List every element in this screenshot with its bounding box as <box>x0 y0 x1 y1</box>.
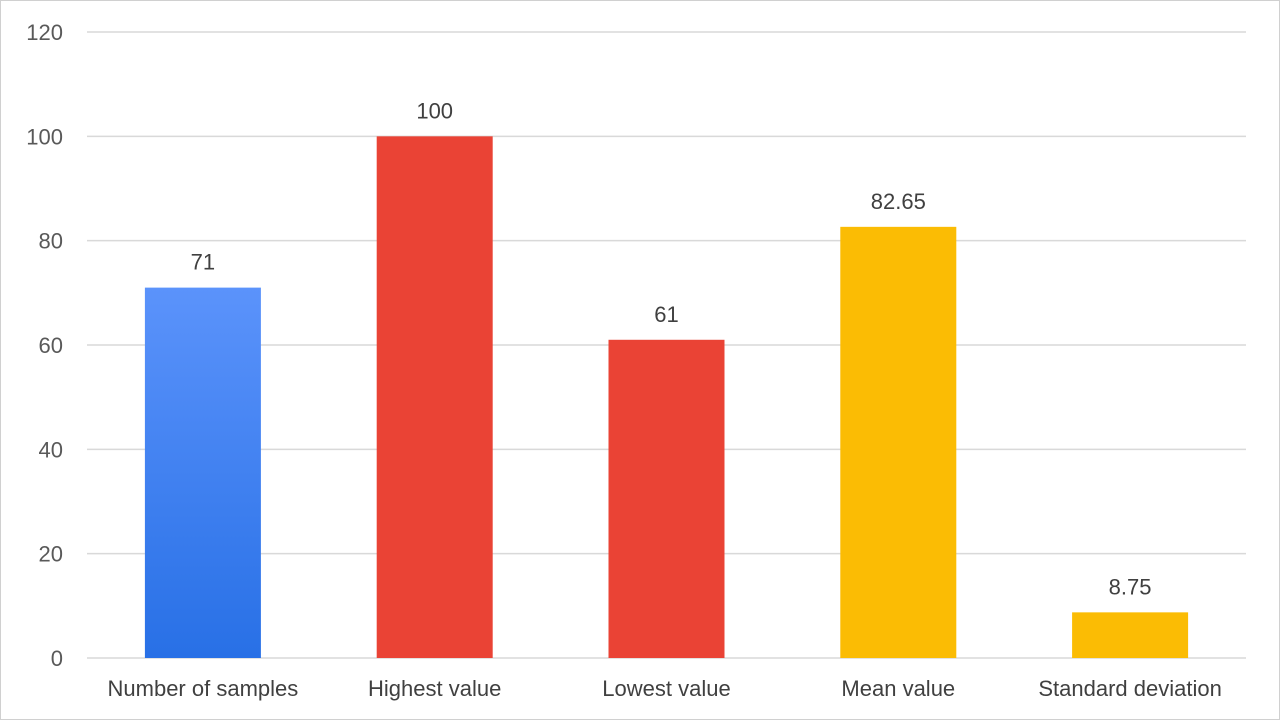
bar-number-of-samples <box>144 287 261 658</box>
x-category-label: Highest value <box>368 676 501 701</box>
y-axis-tick-labels: 0 20 40 60 80 100 120 <box>26 20 63 671</box>
x-category-label: Standard deviation <box>1038 676 1221 701</box>
y-tick-label: 0 <box>51 646 63 671</box>
data-label: 82.65 <box>871 189 926 214</box>
y-tick-label: 40 <box>39 437 63 462</box>
y-tick-label: 80 <box>39 229 63 254</box>
data-labels: 71 100 61 82.65 8.75 <box>191 98 1152 599</box>
y-tick-label: 100 <box>26 124 63 149</box>
x-axis-category-labels: Number of samples Highest value Lowest val… <box>108 676 1222 701</box>
data-label: 61 <box>654 302 678 327</box>
data-label: 8.75 <box>1109 574 1152 599</box>
bar-mean-value <box>840 226 957 658</box>
x-category-label: Number of samples <box>108 676 299 701</box>
y-tick-label: 20 <box>39 542 63 567</box>
y-tick-label: 120 <box>26 20 63 45</box>
bar-lowest-value <box>608 339 725 658</box>
y-tick-label: 60 <box>39 333 63 358</box>
data-label: 71 <box>191 250 215 275</box>
x-category-label: Mean value <box>841 676 955 701</box>
bars <box>144 136 1189 659</box>
bar-standard-deviation <box>1072 612 1189 658</box>
bar-highest-value <box>376 136 493 659</box>
x-category-label: Lowest value <box>602 676 730 701</box>
data-label: 100 <box>416 98 453 123</box>
